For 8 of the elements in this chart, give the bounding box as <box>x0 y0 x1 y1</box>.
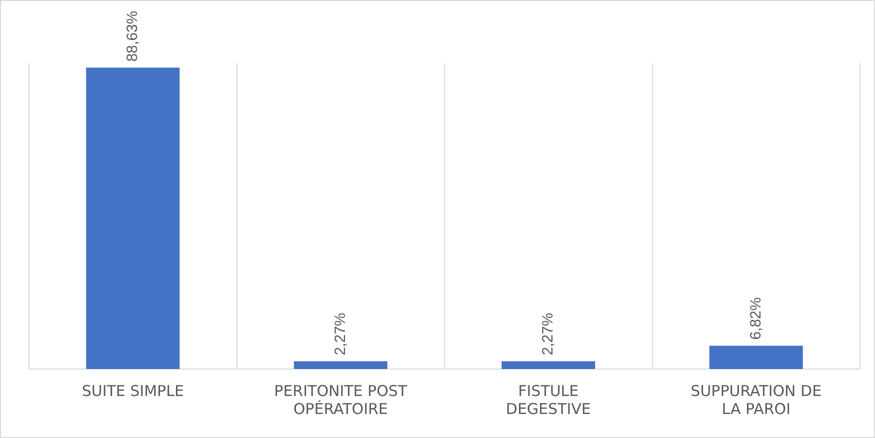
x-tick-label: FISTULE DEGESTIVE <box>506 382 591 418</box>
x-tick-label: SUPPURATION DE LA PAROI <box>690 382 822 418</box>
data-label: 2,27% <box>540 312 557 356</box>
x-tick-label: PERITONITE POST OPÉRATOIRE <box>274 382 408 418</box>
x-tick-label: SUITE SIMPLE <box>82 382 184 400</box>
data-label: 6,82% <box>747 297 764 340</box>
data-label: 2,27% <box>332 312 349 356</box>
data-label: 88,63% <box>124 10 142 62</box>
